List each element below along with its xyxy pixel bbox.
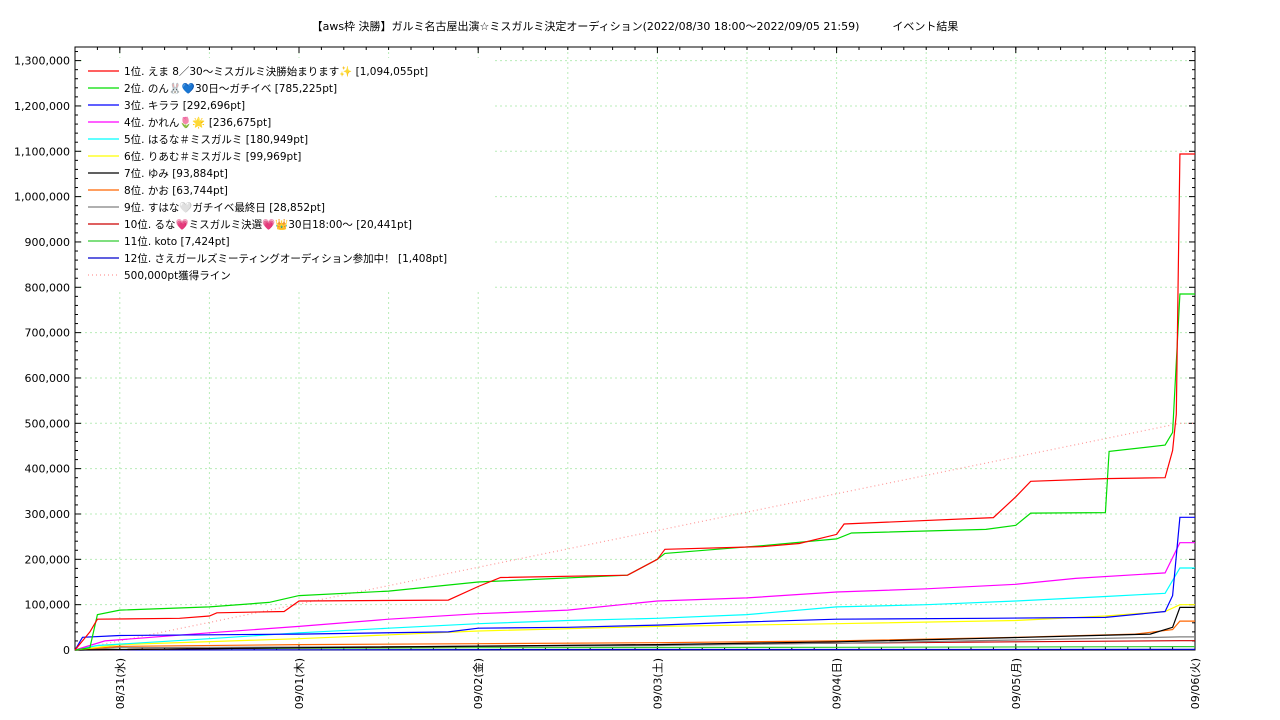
- y-tick-label: 500,000: [25, 417, 71, 430]
- legend-label: 2位. のん🐰💙30日〜ガチイベ [785,225pt]: [124, 82, 337, 95]
- y-tick-label: 600,000: [25, 372, 71, 385]
- y-tick-label: 0: [63, 644, 70, 657]
- legend-label: 4位. かれん🌷🌟 [236,675pt]: [124, 116, 271, 129]
- y-tick-label: 300,000: [25, 508, 71, 521]
- series-lines: [74, 153, 1195, 651]
- legend-label: 6位. りあむ＃ミスガルミ [99,969pt]: [124, 150, 301, 163]
- x-tick-label: 09/05(月): [1010, 658, 1023, 709]
- y-axis: 0 100,000 200,000 300,000 400,000 500,000 600,…: [14, 51, 1195, 657]
- y-tick-label: 1,100,000: [14, 145, 70, 158]
- y-tick-label: 200,000: [25, 553, 71, 566]
- series-line: [74, 567, 1195, 651]
- legend-label: 10位. るな💗ミスガルミ決選💗👑30日18:00〜 [20,441pt]: [124, 218, 412, 231]
- legend-label: 11位. koto [7,424pt]: [124, 235, 230, 248]
- series-line: [74, 648, 1195, 651]
- x-tick-label: 09/06(火): [1189, 658, 1202, 709]
- series-line: [74, 620, 1195, 651]
- series-line: [74, 422, 1195, 651]
- series-line: [74, 542, 1195, 651]
- series-line: [74, 606, 1195, 651]
- legend-label: 5位. はるな＃ミスガルミ [180,949pt]: [124, 133, 308, 146]
- x-tick-label: 09/02(金): [471, 658, 485, 709]
- x-tick-label: 09/03(土): [651, 658, 664, 709]
- legend-label: 8位. かお [63,744pt]: [124, 184, 228, 197]
- series-line: [74, 153, 1195, 651]
- y-tick-label: 1,000,000: [14, 191, 70, 204]
- legend-label: 1位. えま 8／30〜ミスガルミ決勝始まります✨ [1,094,055pt]: [124, 65, 428, 78]
- series-line: [74, 516, 1195, 651]
- series-line: [74, 636, 1195, 651]
- x-tick-label: 09/01(木): [293, 658, 306, 709]
- series-line: [74, 604, 1195, 651]
- legend-label: 9位. すはな🤍ガチイベ最終日 [28,852pt]: [124, 201, 325, 214]
- y-tick-label: 900,000: [25, 236, 71, 249]
- y-tick-label: 1,200,000: [14, 100, 70, 113]
- legend-label: 3位. キララ [292,696pt]: [124, 99, 245, 112]
- legend-label: 500,000pt獲得ライン: [124, 269, 231, 282]
- y-tick-label: 800,000: [25, 281, 71, 294]
- legend-label: 12位. さえガールズミーティングオーディション参加中！ [1,408pt]: [124, 252, 447, 265]
- chart-title: 【aws枠 決勝】ガルミ名古屋出演☆ミスガルミ決定オーディション(2022/08…: [312, 19, 959, 33]
- x-tick-label: 09/04(日): [831, 658, 844, 709]
- legend-box: [82, 58, 494, 290]
- x-tick-label: 08/31(水): [114, 658, 127, 709]
- series-line: [74, 293, 1195, 651]
- legend: 1位. えま 8／30〜ミスガルミ決勝始まります✨ [1,094,055pt] 2…: [82, 58, 494, 290]
- y-tick-label: 100,000: [25, 599, 71, 612]
- y-tick-label: 1,300,000: [14, 55, 70, 68]
- legend-label: 7位. ゆみ [93,884pt]: [124, 167, 228, 180]
- y-tick-label: 400,000: [25, 463, 71, 476]
- y-tick-label: 700,000: [25, 327, 71, 340]
